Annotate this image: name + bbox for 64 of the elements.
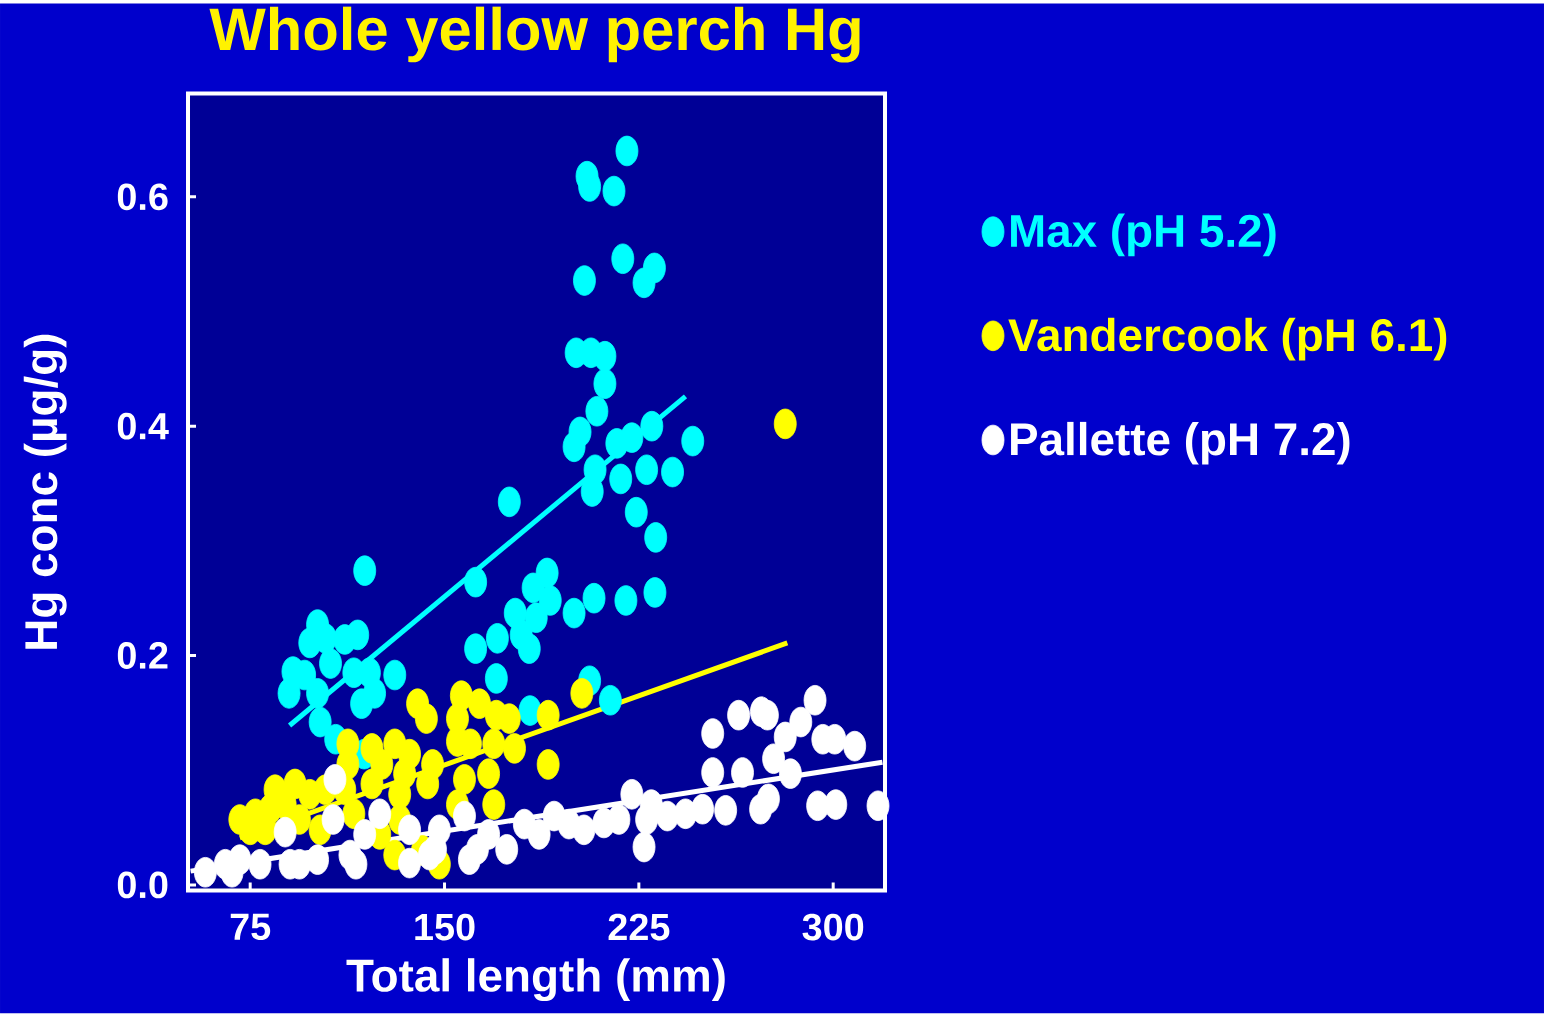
- point: [344, 849, 368, 880]
- point: [398, 848, 421, 879]
- point: [824, 789, 848, 821]
- point: [482, 789, 506, 821]
- y-axis-title: Hg conc (µg/g): [23, 335, 67, 649]
- point: [727, 700, 751, 731]
- point: [468, 688, 491, 720]
- point: [762, 743, 785, 775]
- point: [414, 703, 438, 735]
- point: [321, 804, 345, 835]
- point: [418, 840, 441, 871]
- point: [477, 758, 500, 790]
- point: [536, 749, 560, 780]
- point: [806, 790, 830, 822]
- y-tick-label: 0.2: [117, 642, 168, 670]
- point: [248, 849, 272, 880]
- point: [353, 819, 377, 850]
- point: [193, 857, 217, 888]
- point: [803, 685, 827, 716]
- x-tick-label: 150: [415, 913, 475, 941]
- point: [370, 749, 394, 780]
- point: [306, 844, 329, 876]
- x-tick-label: 75: [230, 913, 271, 941]
- legend-label: Max (pH 5.2): [1011, 213, 1276, 257]
- point: [843, 731, 867, 762]
- point: [398, 814, 421, 846]
- point: [446, 726, 469, 757]
- y-tick-label: 0.0: [117, 871, 168, 899]
- y-tick-label: 0.4: [117, 412, 169, 440]
- point: [749, 794, 773, 825]
- legend-label: Vandercook (pH 6.1): [1008, 317, 1447, 361]
- point: [360, 768, 384, 800]
- point: [453, 764, 476, 795]
- point: [789, 706, 813, 738]
- point: [453, 801, 476, 832]
- x-tick-label: 225: [608, 913, 670, 941]
- point: [368, 798, 392, 830]
- point: [536, 700, 560, 731]
- point: [620, 779, 644, 810]
- point: [342, 798, 366, 830]
- point: [592, 807, 616, 839]
- point: [458, 844, 481, 876]
- point: [495, 834, 519, 865]
- chart-title: Whole yellow perch Hg: [209, 6, 860, 63]
- point: [632, 831, 656, 863]
- point: [674, 798, 697, 830]
- x-axis-title: Total length (mm): [346, 958, 725, 1002]
- point: [731, 757, 754, 788]
- point: [773, 408, 797, 440]
- point: [503, 733, 526, 764]
- point: [482, 728, 506, 760]
- x-tick-label: 300: [802, 913, 864, 941]
- point: [701, 718, 725, 749]
- point: [779, 758, 802, 790]
- point: [773, 721, 797, 753]
- point: [866, 790, 890, 822]
- point: [512, 809, 536, 840]
- legend-label: Pallette (pH 7.2): [1011, 422, 1350, 465]
- point: [323, 764, 347, 795]
- point: [542, 801, 566, 832]
- y-tick-label: 0.6: [117, 183, 168, 211]
- point: [273, 817, 297, 848]
- point: [701, 757, 725, 788]
- point: [714, 795, 738, 826]
